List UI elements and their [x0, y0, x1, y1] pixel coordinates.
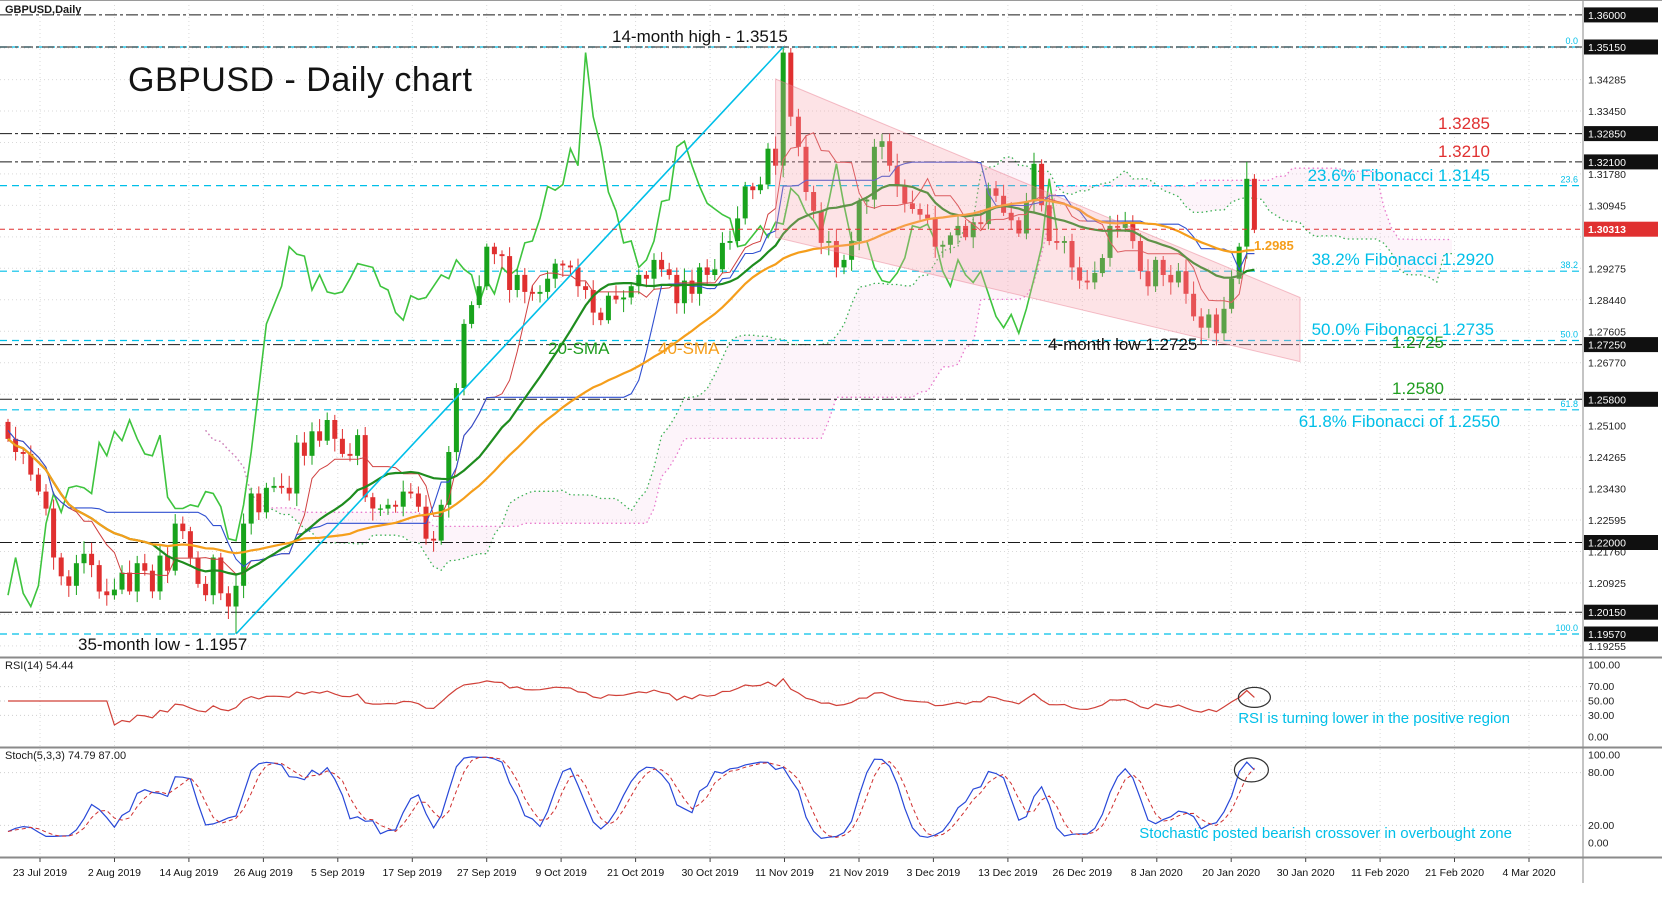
svg-text:21 Feb 2020: 21 Feb 2020 — [1425, 867, 1484, 879]
svg-text:0.0: 0.0 — [1565, 36, 1578, 46]
svg-text:5 Sep 2019: 5 Sep 2019 — [311, 867, 365, 879]
svg-text:1.29275: 1.29275 — [1588, 263, 1626, 275]
svg-text:1.19255: 1.19255 — [1588, 641, 1626, 653]
svg-text:13 Dec 2019: 13 Dec 2019 — [978, 867, 1038, 879]
bearish-channel[interactable] — [775, 78, 1301, 363]
rsi-highlight-circle — [1237, 686, 1272, 709]
ichimoku-cloud — [205, 155, 1453, 572]
svg-text:14 Aug 2019: 14 Aug 2019 — [159, 867, 218, 879]
svg-text:3 Dec 2019: 3 Dec 2019 — [907, 867, 961, 879]
svg-text:1.35150: 1.35150 — [1588, 42, 1626, 54]
svg-text:0.00: 0.00 — [1588, 732, 1609, 744]
svg-text:9 Oct 2019: 9 Oct 2019 — [535, 867, 587, 879]
svg-text:1.32850: 1.32850 — [1588, 129, 1626, 141]
svg-text:4 Mar 2020: 4 Mar 2020 — [1502, 867, 1555, 879]
svg-text:1.34285: 1.34285 — [1588, 75, 1626, 87]
svg-text:20.00: 20.00 — [1588, 820, 1614, 832]
rising-trendline[interactable] — [235, 46, 784, 635]
svg-text:1.31780: 1.31780 — [1588, 169, 1626, 181]
svg-text:27 Sep 2019: 27 Sep 2019 — [457, 867, 517, 879]
svg-text:100.00: 100.00 — [1588, 660, 1620, 672]
svg-text:2 Aug 2019: 2 Aug 2019 — [88, 867, 141, 879]
svg-text:26 Aug 2019: 26 Aug 2019 — [234, 867, 293, 879]
fibonacci-retracement[interactable]: 0.0 23.6 38.2 50.0 61.8 100.0 — [0, 36, 1582, 635]
svg-text:30 Jan 2020: 30 Jan 2020 — [1277, 867, 1335, 879]
svg-text:1.32100: 1.32100 — [1588, 157, 1626, 169]
svg-text:21 Nov 2019: 21 Nov 2019 — [829, 867, 889, 879]
svg-text:1.30313: 1.30313 — [1588, 224, 1626, 236]
svg-text:11 Nov 2019: 11 Nov 2019 — [755, 867, 814, 879]
chikou-span-line — [7, 52, 1058, 609]
svg-text:1.20150: 1.20150 — [1588, 607, 1626, 619]
svg-text:23 Jul 2019: 23 Jul 2019 — [13, 867, 67, 879]
svg-text:1.28440: 1.28440 — [1588, 295, 1626, 307]
svg-text:1.27250: 1.27250 — [1588, 340, 1626, 352]
svg-text:1.24265: 1.24265 — [1588, 452, 1626, 464]
svg-text:1.25800: 1.25800 — [1588, 394, 1626, 406]
svg-text:100.0: 100.0 — [1555, 623, 1578, 633]
svg-text:1.23430: 1.23430 — [1588, 484, 1626, 496]
svg-text:0.00: 0.00 — [1588, 838, 1609, 850]
svg-text:1.22000: 1.22000 — [1588, 537, 1626, 549]
svg-text:50.0: 50.0 — [1560, 329, 1578, 339]
svg-text:1.36000: 1.36000 — [1588, 10, 1626, 22]
svg-text:80.00: 80.00 — [1588, 767, 1614, 779]
svg-text:30.00: 30.00 — [1588, 710, 1614, 722]
svg-text:23.6: 23.6 — [1560, 175, 1578, 185]
svg-text:17 Sep 2019: 17 Sep 2019 — [382, 867, 442, 879]
stochastic-panel[interactable]: 100.00 80.00 20.00 0.00 — [0, 750, 1620, 850]
rsi-panel[interactable]: 100.00 70.00 50.00 30.00 0.00 — [0, 660, 1620, 744]
svg-text:1.27605: 1.27605 — [1588, 326, 1626, 338]
svg-text:1.20925: 1.20925 — [1588, 578, 1626, 590]
svg-text:26 Dec 2019: 26 Dec 2019 — [1053, 867, 1113, 879]
indicator-lines — [7, 132, 1255, 576]
svg-text:30 Oct 2019: 30 Oct 2019 — [681, 867, 738, 879]
svg-text:70.00: 70.00 — [1588, 681, 1614, 693]
svg-text:1.26770: 1.26770 — [1588, 358, 1626, 370]
svg-text:21 Oct 2019: 21 Oct 2019 — [607, 867, 664, 879]
svg-text:1.33450: 1.33450 — [1588, 106, 1626, 118]
svg-text:20 Jan 2020: 20 Jan 2020 — [1202, 867, 1260, 879]
svg-text:50.00: 50.00 — [1588, 696, 1614, 708]
svg-text:100.00: 100.00 — [1588, 750, 1620, 762]
panel-separators[interactable] — [0, 656, 1662, 859]
price-axis[interactable]: 1.192551.209251.217601.225951.234301.242… — [1582, 1, 1658, 883]
date-axis[interactable]: 23 Jul 2019 2 Aug 2019 14 Aug 2019 26 Aug 2… — [13, 858, 1556, 879]
svg-text:1.19570: 1.19570 — [1588, 629, 1626, 641]
svg-text:38.2: 38.2 — [1560, 260, 1578, 270]
stochastic-highlight-circle — [1233, 757, 1270, 783]
svg-text:61.8: 61.8 — [1560, 399, 1578, 409]
svg-text:1.25100: 1.25100 — [1588, 421, 1626, 433]
svg-text:1.30945: 1.30945 — [1588, 200, 1626, 212]
svg-text:11 Feb 2020: 11 Feb 2020 — [1351, 867, 1409, 879]
svg-text:8 Jan 2020: 8 Jan 2020 — [1131, 867, 1183, 879]
svg-text:1.22595: 1.22595 — [1588, 515, 1626, 527]
